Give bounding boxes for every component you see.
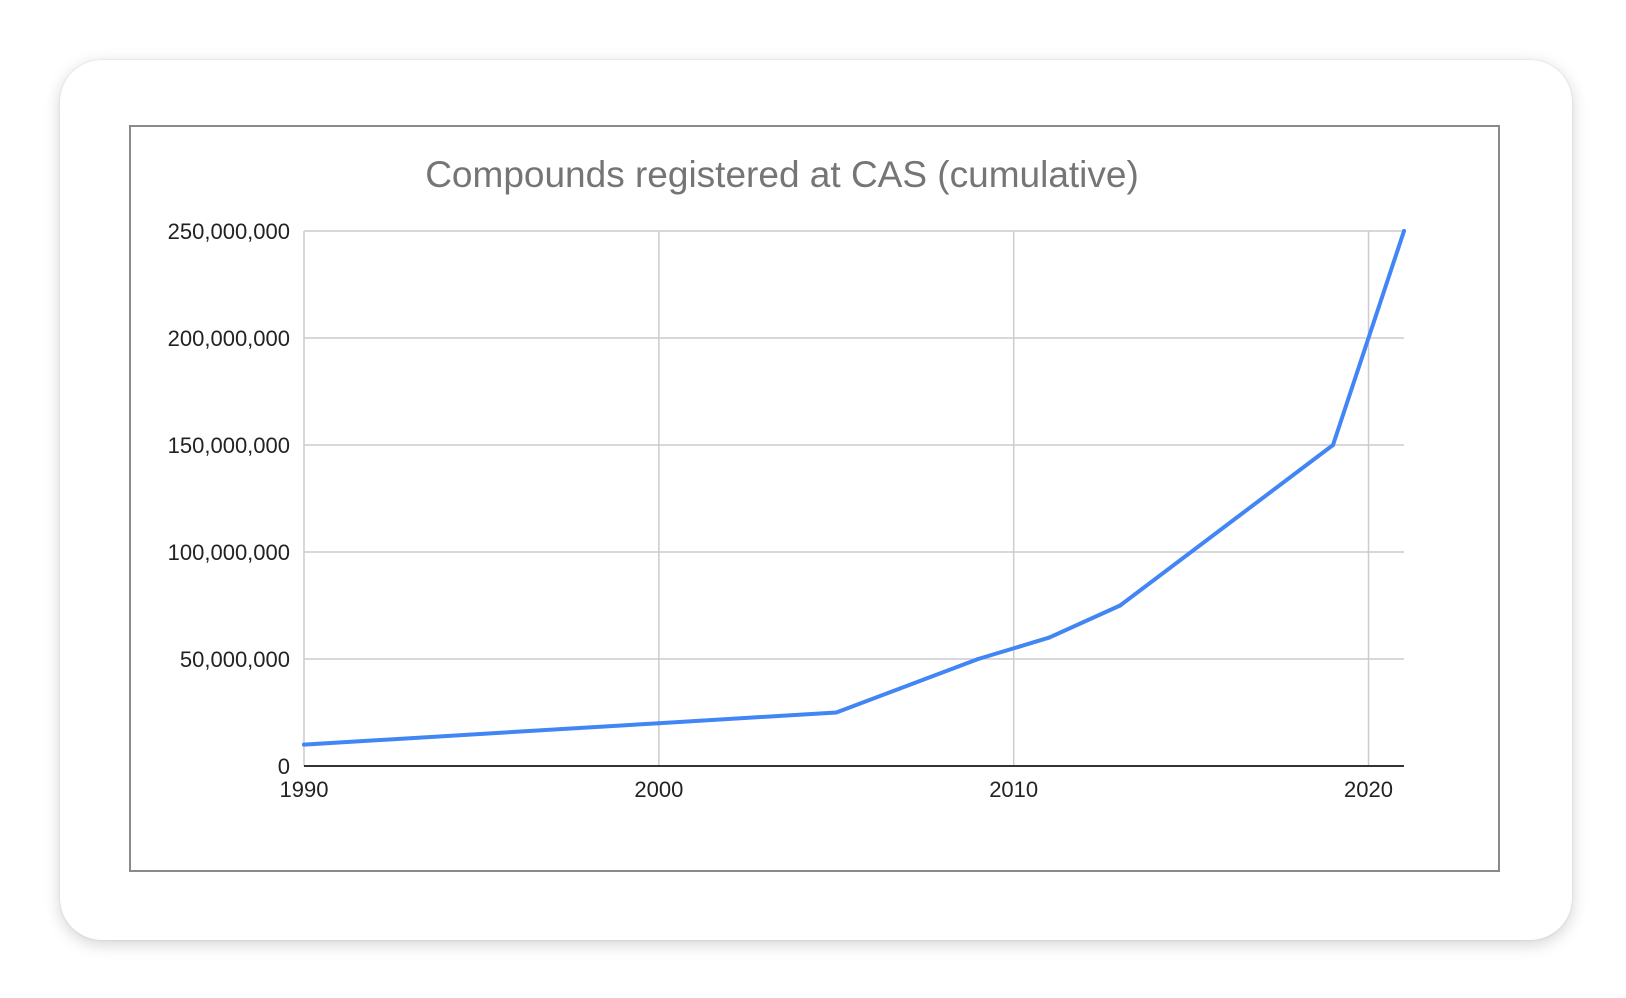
series-line [302,229,1406,747]
x-tick-label: 2020 [1344,777,1393,802]
y-tick-label: 150,000,000 [168,433,290,458]
x-tick-label: 2010 [989,777,1038,802]
chart-title: Compounds registered at CAS (cumulative) [425,154,1139,195]
series-group [302,229,1406,747]
data-point [656,721,661,726]
data-point [834,710,839,715]
y-tick-label: 100,000,000 [168,540,290,565]
data-point [1402,229,1406,233]
y-axis-ticks: 0 50,000,000 100,000,000 150,000,000 200,000… [168,219,290,779]
data-point [976,657,981,661]
x-axis-ticks: 1990 2000 2010 2020 [280,777,1393,802]
y-tick-label: 50,000,000 [180,647,290,672]
x-tick-label: 2000 [634,777,683,802]
data-point [1331,443,1336,447]
chart-frame [129,125,1500,872]
y-tick-label: 0 [278,754,290,779]
x-tick-label: 1990 [280,777,329,802]
gridlines [303,230,1404,767]
y-tick-label: 250,000,000 [168,219,290,244]
y-tick-label: 200,000,000 [168,326,290,351]
data-point [302,742,306,747]
data-point [1118,603,1123,608]
data-point [1047,635,1052,640]
